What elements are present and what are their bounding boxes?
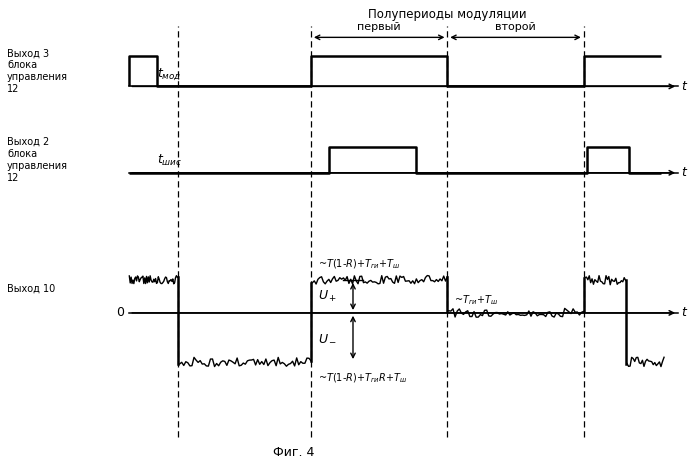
Text: $t$: $t$ bbox=[681, 306, 688, 319]
Text: Полупериоды модуляции: Полупериоды модуляции bbox=[368, 8, 526, 21]
Text: Фиг. 4: Фиг. 4 bbox=[273, 446, 315, 459]
Text: Выход 3
блока
управления
12: Выход 3 блока управления 12 bbox=[7, 48, 68, 94]
Text: $U_-$: $U_-$ bbox=[318, 331, 338, 344]
Text: первый: первый bbox=[357, 22, 401, 32]
Text: второй: второй bbox=[495, 22, 536, 32]
Text: ~$T_{ги}$+$T_{ш}$: ~$T_{ги}$+$T_{ш}$ bbox=[454, 293, 499, 307]
Text: $t_{мод}$: $t_{мод}$ bbox=[157, 66, 182, 82]
Text: ~$T$(1-$R$)+$T_{ги}$$R$+$T_{ш}$: ~$T$(1-$R$)+$T_{ги}$$R$+$T_{ш}$ bbox=[318, 371, 408, 385]
Text: Выход 2
блока
управления
12: Выход 2 блока управления 12 bbox=[7, 137, 68, 183]
Text: 0: 0 bbox=[116, 306, 124, 319]
Text: $U_+$: $U_+$ bbox=[318, 289, 338, 304]
Text: $t_{шис}$: $t_{шис}$ bbox=[157, 153, 182, 168]
Text: ~$T$(1-$R$)+$T_{ги}$+$T_{ш}$: ~$T$(1-$R$)+$T_{ги}$+$T_{ш}$ bbox=[318, 257, 401, 271]
Text: Выход 10: Выход 10 bbox=[7, 283, 55, 293]
Text: $t$: $t$ bbox=[681, 80, 688, 93]
Text: $t$: $t$ bbox=[681, 166, 688, 179]
